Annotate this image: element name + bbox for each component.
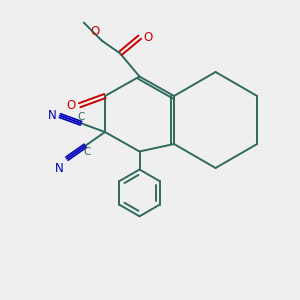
Text: C: C <box>83 147 91 157</box>
Text: N: N <box>55 162 63 175</box>
Text: O: O <box>90 25 99 38</box>
Text: O: O <box>67 99 76 112</box>
Text: N: N <box>47 109 56 122</box>
Text: O: O <box>143 31 153 44</box>
Text: C: C <box>77 112 85 122</box>
